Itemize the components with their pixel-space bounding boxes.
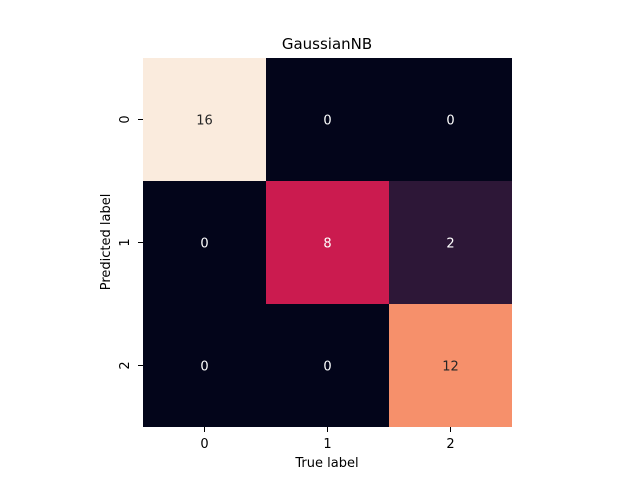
cell-value-r1-c2: 2 <box>446 237 454 252</box>
cell-value-r0-c2: 0 <box>446 114 454 129</box>
x-axis-label: True label <box>294 456 358 471</box>
heatmap-cell-labels: 16 0 0 0 8 2 0 0 12 <box>196 114 459 375</box>
heatmap-cell-r2-c0 <box>143 304 266 427</box>
heatmap-cell-r1-c2 <box>389 181 512 304</box>
heatmap-cell-r0-c0 <box>143 58 266 181</box>
heatmap-cell-r1-c0 <box>143 181 266 304</box>
cell-value-r0-c0: 16 <box>196 114 213 129</box>
y-tick-label-1: 1 <box>118 238 133 246</box>
x-axis-ticks: 0 1 2 <box>200 427 455 452</box>
chart-title: GaussianNB <box>282 35 372 53</box>
cell-value-r2-c1: 0 <box>323 360 331 375</box>
y-tick-label-0: 0 <box>118 115 133 123</box>
y-axis-label: Predicted label <box>99 194 114 291</box>
heatmap-cell-r2-c1 <box>266 304 389 427</box>
heatmap-cell-r0-c1 <box>266 58 389 181</box>
cell-value-r1-c0: 0 <box>200 237 208 252</box>
x-tick-label-2: 2 <box>446 437 454 452</box>
heatmap-cell-r2-c2 <box>389 304 512 427</box>
cell-value-r0-c1: 0 <box>323 114 331 129</box>
cell-value-r2-c0: 0 <box>200 360 208 375</box>
heatmap-cell-r1-c1 <box>266 181 389 304</box>
x-tick-label-0: 0 <box>200 437 208 452</box>
heatmap-cells <box>143 58 512 427</box>
y-axis-ticks: 0 1 2 <box>118 115 143 370</box>
x-tick-label-1: 1 <box>323 437 331 452</box>
y-tick-label-2: 2 <box>118 361 133 369</box>
heatmap-cell-r0-c2 <box>389 58 512 181</box>
cell-value-r1-c1: 8 <box>323 237 331 252</box>
cell-value-r2-c2: 12 <box>442 360 459 375</box>
